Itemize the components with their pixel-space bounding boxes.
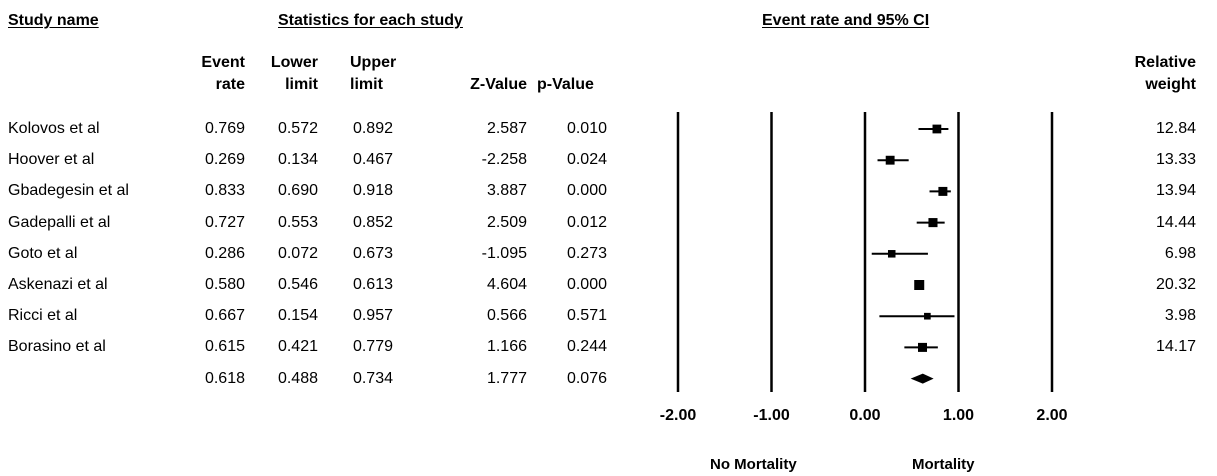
mortality-label: Mortality [912, 456, 975, 473]
p-value: 0.244 [566, 338, 607, 356]
lower-limit-value: 0.154 [277, 307, 318, 325]
study-name: Gadepalli et al [8, 213, 111, 231]
point-estimate-box [928, 218, 938, 228]
summary-upper-limit: 0.734 [352, 369, 393, 387]
header-study-name: Study name [8, 12, 99, 29]
summary-event-rate: 0.618 [204, 369, 245, 387]
relative-weight-value: 14.44 [1155, 213, 1196, 231]
relative-weight-value: 3.98 [1164, 307, 1196, 325]
point-estimate-box [924, 312, 931, 320]
summary-lower-limit: 0.488 [277, 369, 318, 387]
z-value: 2.509 [486, 213, 527, 231]
upper-limit-value: 0.613 [352, 276, 393, 293]
z-value: 2.587 [486, 120, 527, 137]
point-estimate-box [932, 124, 942, 134]
study-name: Askenazi et al [8, 276, 108, 293]
study-name: Ricci et al [8, 307, 78, 325]
lower-limit-value: 0.134 [277, 151, 318, 169]
lower-limit-value: 0.690 [277, 182, 318, 200]
p-value: 0.024 [566, 151, 607, 169]
header-ci-group: Event rate and 95% CI [762, 12, 930, 29]
header-p-value: p-Value [537, 76, 594, 93]
event-rate-value: 0.833 [204, 182, 245, 200]
header-event-rate-2: rate [215, 76, 245, 93]
study-name: Kolovos et al [8, 120, 100, 137]
point-estimate-box [917, 342, 928, 352]
z-value: -2.258 [481, 151, 527, 169]
summary-diamond [910, 373, 934, 384]
study-name: Hoover et al [8, 151, 95, 169]
relative-weight-value: 13.33 [1155, 151, 1196, 169]
point-estimate-box [887, 250, 896, 258]
header-upper-limit-2: limit [350, 76, 383, 93]
study-name: Borasino et al [8, 338, 106, 356]
header-relative-weight-2: weight [1145, 76, 1196, 93]
x-tick-label: 1.00 [942, 407, 975, 424]
upper-limit-value: 0.918 [352, 182, 393, 200]
header-lower-limit-2: limit [285, 76, 318, 93]
upper-limit-value: 0.779 [352, 338, 393, 356]
no-mortality-label: No Mortality [710, 456, 797, 473]
lower-limit-value: 0.572 [277, 120, 318, 137]
event-rate-value: 0.580 [204, 276, 245, 293]
p-value: 0.012 [566, 213, 607, 231]
relative-weight-value: 6.98 [1164, 244, 1196, 262]
z-value: 3.887 [486, 182, 527, 200]
p-value: 0.000 [566, 276, 607, 293]
p-value: 0.273 [566, 244, 607, 262]
lower-limit-value: 0.553 [277, 213, 318, 231]
lower-limit-value: 0.421 [277, 338, 318, 356]
upper-limit-value: 0.892 [352, 120, 393, 137]
relative-weight-value: 14.17 [1155, 338, 1196, 356]
z-value: 1.166 [486, 338, 527, 356]
event-rate-value: 0.615 [204, 338, 245, 356]
x-tick-label: 2.00 [1036, 407, 1068, 424]
event-rate-value: 0.727 [204, 213, 245, 231]
point-estimate-box [885, 155, 895, 165]
event-rate-value: 0.269 [204, 151, 245, 169]
z-value: 4.604 [486, 276, 527, 293]
header-lower-limit-1: Lower [270, 54, 318, 71]
lower-limit-value: 0.072 [277, 244, 318, 262]
x-tick-label: -1.00 [753, 407, 790, 424]
relative-weight-value: 13.94 [1155, 182, 1196, 200]
relative-weight-value: 12.84 [1155, 120, 1196, 137]
upper-limit-value: 0.467 [352, 151, 393, 169]
study-name: Goto et al [8, 244, 78, 262]
event-rate-value: 0.769 [204, 120, 245, 137]
header-upper-limit-1: Upper [350, 54, 397, 71]
x-tick-label: 0.00 [849, 407, 881, 424]
z-value: 0.566 [486, 307, 527, 325]
point-estimate-box [914, 280, 925, 290]
event-rate-value: 0.286 [204, 244, 245, 262]
upper-limit-value: 0.957 [352, 307, 393, 325]
point-estimate-box [938, 186, 948, 196]
study-name: Gbadegesin et al [8, 182, 129, 200]
header-stats-group: Statistics for each study [278, 12, 463, 29]
header-relative-weight-1: Relative [1134, 54, 1196, 71]
p-value: 0.000 [566, 182, 607, 200]
header-event-rate-1: Event [201, 54, 245, 71]
upper-limit-value: 0.852 [352, 213, 393, 231]
header-z-value: Z-Value [470, 76, 527, 93]
x-tick-label: -2.00 [659, 407, 697, 424]
p-value: 0.010 [566, 120, 607, 137]
summary-p-value: 0.076 [566, 369, 607, 387]
lower-limit-value: 0.546 [277, 276, 318, 293]
relative-weight-value: 20.32 [1155, 276, 1196, 293]
p-value: 0.571 [566, 307, 607, 325]
summary-z-value: 1.777 [486, 369, 527, 387]
z-value: -1.095 [481, 244, 527, 262]
upper-limit-value: 0.673 [352, 244, 393, 262]
event-rate-value: 0.667 [204, 307, 245, 325]
